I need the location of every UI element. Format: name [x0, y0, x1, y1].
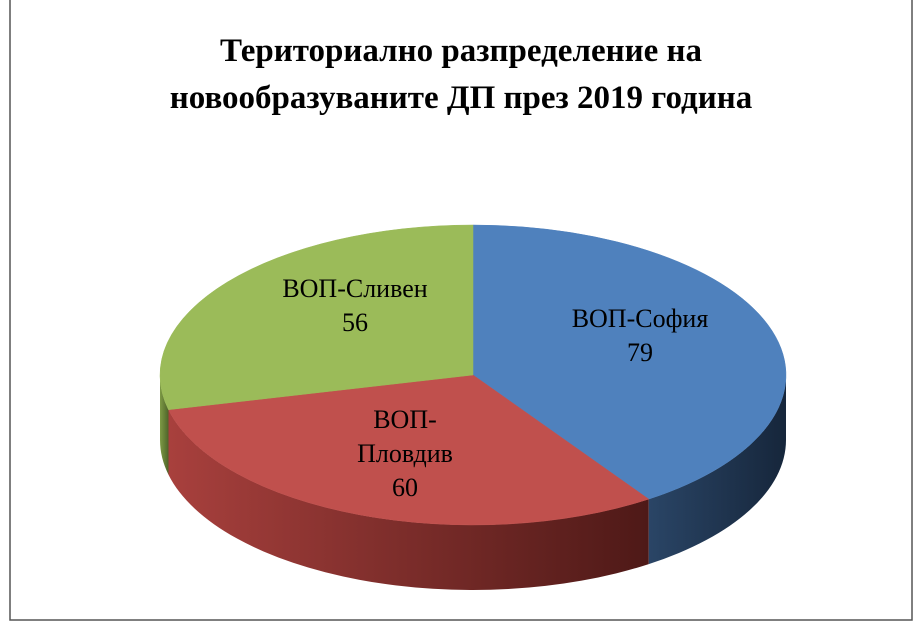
value-label: 56: [342, 308, 368, 337]
slice-side: [160, 375, 169, 475]
category-label: ВОП-София: [571, 304, 709, 333]
chart-border: [9, 0, 913, 621]
slice: [472, 224, 787, 500]
data-label: ВОП-София 79: [565, 302, 715, 370]
pie: [159, 224, 787, 590]
chart-title: Териториално разпределение на новообразу…: [169, 33, 753, 116]
category-label: ВОП-Пловдив: [357, 405, 453, 468]
category-label: ВОП-Сливен: [282, 274, 428, 303]
slice: [168, 374, 650, 526]
slice-side: [648, 375, 787, 565]
data-label: ВОП-Сливен 56: [255, 272, 455, 340]
slice: [159, 224, 474, 410]
slice-side: [168, 409, 649, 590]
value-label: 60: [392, 473, 418, 502]
data-label: ВОП-Пловдив 60: [348, 403, 463, 505]
value-label: 79: [627, 338, 653, 367]
